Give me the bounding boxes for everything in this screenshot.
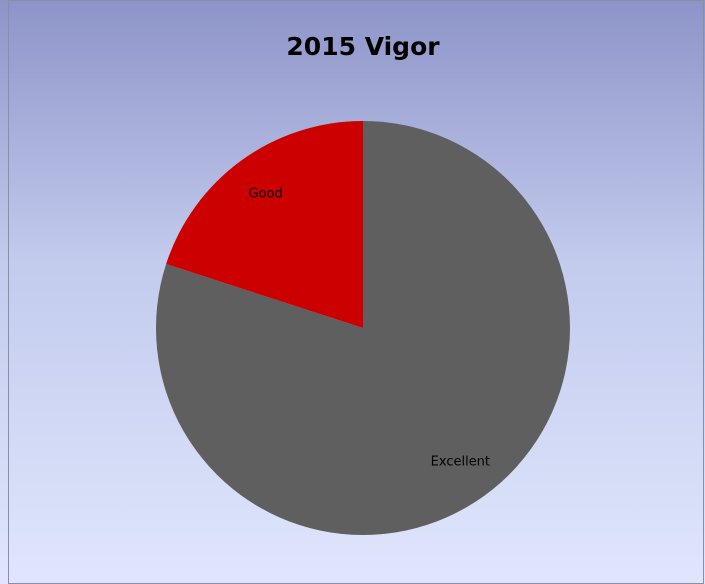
slice-label: Excellent <box>431 454 490 469</box>
chart-title: 2015 Vigor <box>286 32 440 61</box>
slice-label: Good <box>249 187 283 202</box>
pie-slice <box>166 121 363 328</box>
